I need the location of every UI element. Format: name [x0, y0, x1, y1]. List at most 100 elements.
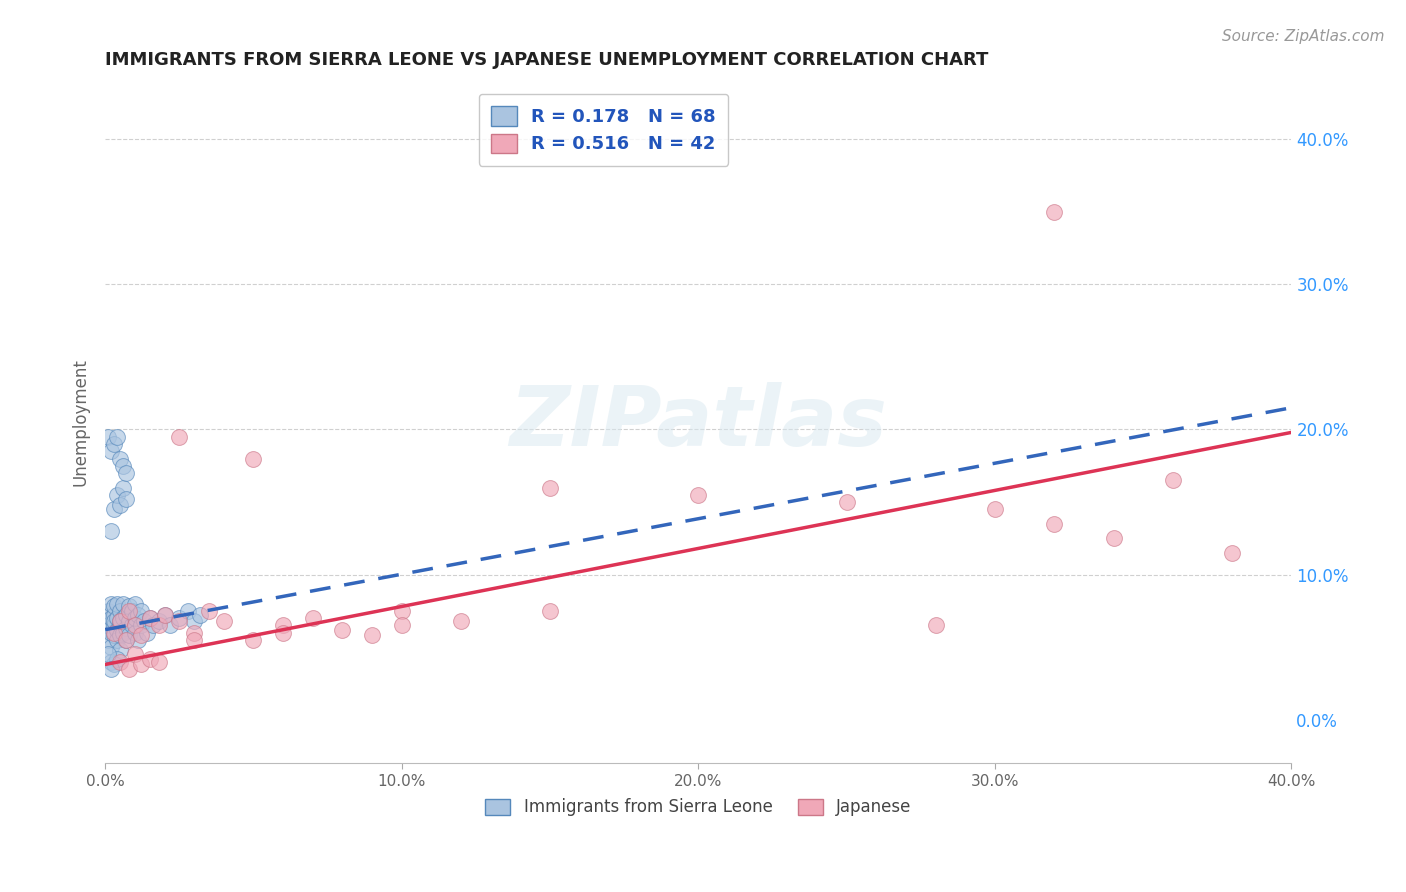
Point: [129, 628, 152, 642]
Point: [103, 628, 125, 642]
Point: [1220, 546, 1243, 560]
Point: [115, 492, 138, 507]
Point: [118, 614, 141, 628]
Point: [127, 632, 149, 647]
Point: [105, 488, 128, 502]
Point: [108, 614, 131, 628]
Point: [984, 502, 1007, 516]
Point: [271, 618, 294, 632]
Point: [129, 618, 152, 632]
Point: [169, 430, 191, 444]
Text: Source: ZipAtlas.com: Source: ZipAtlas.com: [1222, 29, 1385, 44]
Point: [118, 604, 141, 618]
Point: [115, 466, 138, 480]
Legend: Immigrants from Sierra Leone, Japanese: Immigrants from Sierra Leone, Japanese: [478, 791, 918, 823]
Point: [103, 618, 125, 632]
Point: [115, 608, 138, 623]
Point: [148, 618, 170, 632]
Point: [115, 632, 138, 647]
Point: [183, 632, 205, 647]
Point: [118, 599, 141, 614]
Point: [177, 604, 200, 618]
Point: [129, 657, 152, 672]
Point: [111, 597, 134, 611]
Point: [142, 618, 165, 632]
Point: [138, 611, 160, 625]
Point: [105, 611, 128, 625]
Point: [105, 651, 128, 665]
Point: [121, 618, 143, 632]
Point: [108, 643, 131, 657]
Point: [1043, 516, 1066, 531]
Point: [132, 614, 155, 628]
Point: [1043, 205, 1066, 219]
Point: [103, 657, 125, 672]
Point: [271, 625, 294, 640]
Point: [148, 614, 170, 628]
Point: [242, 632, 264, 647]
Point: [100, 597, 122, 611]
Point: [183, 625, 205, 640]
Point: [103, 437, 125, 451]
Point: [100, 640, 122, 654]
Point: [183, 614, 205, 628]
Point: [115, 621, 138, 635]
Point: [100, 444, 122, 458]
Point: [153, 608, 176, 623]
Point: [118, 662, 141, 676]
Point: [103, 625, 125, 640]
Point: [1102, 531, 1125, 545]
Point: [242, 451, 264, 466]
Point: [450, 614, 472, 628]
Point: [127, 608, 149, 623]
Point: [835, 495, 858, 509]
Y-axis label: Unemployment: Unemployment: [72, 359, 89, 486]
Point: [100, 611, 122, 625]
Point: [100, 662, 122, 676]
Point: [1161, 473, 1184, 487]
Point: [108, 628, 131, 642]
Point: [124, 618, 146, 632]
Point: [111, 625, 134, 640]
Point: [361, 628, 384, 642]
Point: [97, 648, 120, 662]
Text: IMMIGRANTS FROM SIERRA LEONE VS JAPANESE UNEMPLOYMENT CORRELATION CHART: IMMIGRANTS FROM SIERRA LEONE VS JAPANESE…: [105, 51, 988, 69]
Point: [538, 481, 561, 495]
Point: [108, 498, 131, 512]
Point: [103, 614, 125, 628]
Point: [121, 604, 143, 618]
Point: [138, 611, 160, 625]
Point: [100, 524, 122, 538]
Point: [97, 632, 120, 647]
Point: [124, 597, 146, 611]
Point: [212, 614, 235, 628]
Point: [115, 632, 138, 647]
Point: [103, 599, 125, 614]
Point: [103, 502, 125, 516]
Point: [105, 632, 128, 647]
Point: [538, 604, 561, 618]
Point: [924, 618, 946, 632]
Point: [124, 625, 146, 640]
Point: [169, 614, 191, 628]
Text: ZIPatlas: ZIPatlas: [509, 382, 887, 463]
Point: [391, 618, 413, 632]
Point: [124, 611, 146, 625]
Point: [198, 604, 221, 618]
Point: [108, 614, 131, 628]
Point: [188, 608, 211, 623]
Point: [111, 458, 134, 473]
Point: [111, 481, 134, 495]
Point: [108, 655, 131, 669]
Point: [129, 604, 152, 618]
Point: [111, 611, 134, 625]
Point: [153, 608, 176, 623]
Point: [100, 625, 122, 640]
Point: [135, 625, 157, 640]
Point: [301, 611, 323, 625]
Point: [159, 618, 181, 632]
Point: [103, 608, 125, 623]
Point: [138, 651, 160, 665]
Point: [105, 430, 128, 444]
Point: [688, 488, 710, 502]
